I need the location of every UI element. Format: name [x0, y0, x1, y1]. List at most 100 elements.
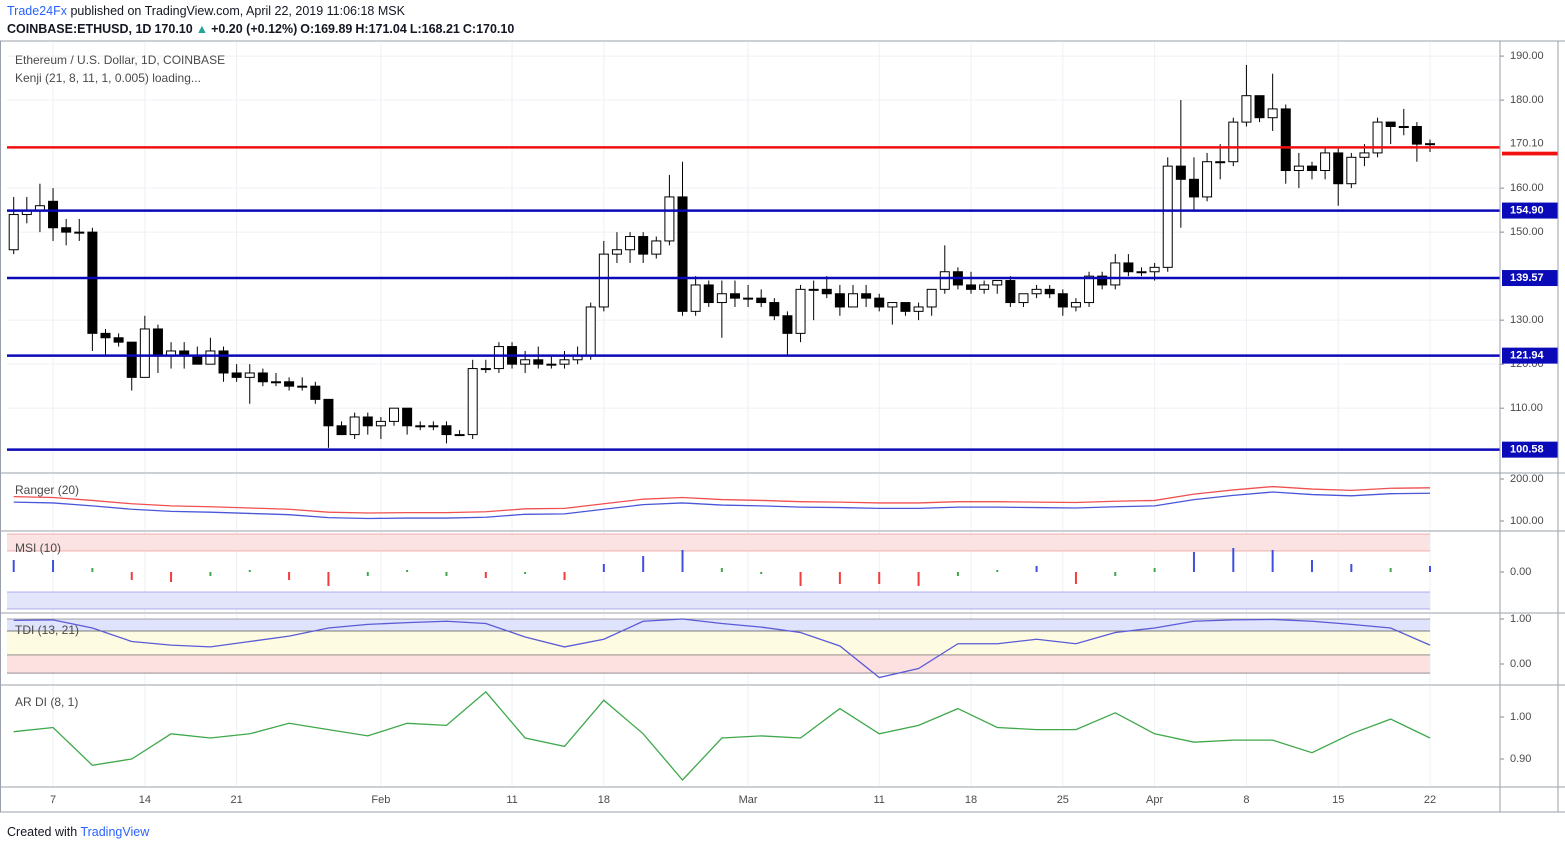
y-tick-label: 180.00: [1510, 94, 1544, 106]
author[interactable]: Trade24Fx: [7, 4, 67, 18]
candle-body: [1044, 288, 1055, 295]
candle-body: [310, 385, 321, 400]
candle-body: [651, 240, 662, 255]
candle-body: [284, 381, 295, 387]
published: published on TradingView.com, April 22, …: [70, 4, 405, 18]
arrow: ▲: [195, 22, 209, 36]
ohlc: O:169.89 H:171.04 L:168.21 C:170.10: [300, 22, 517, 36]
candle-body: [61, 227, 72, 233]
candle-body: [467, 368, 478, 436]
x-tick-label: 7: [50, 794, 56, 806]
candle-body: [559, 359, 570, 365]
candle-body: [1188, 178, 1199, 198]
candle-body: [1267, 108, 1278, 119]
candle-body: [1411, 126, 1422, 145]
candle-body: [218, 350, 229, 374]
candle-body: [729, 293, 740, 299]
candle-body: [152, 328, 163, 356]
candle-body: [585, 306, 596, 356]
symbol: COINBASE:ETHUSD, 1D: [7, 22, 152, 36]
x-tick-label: Apr: [1146, 794, 1163, 806]
candle-body: [1280, 108, 1291, 172]
level-label: 100.58: [1510, 444, 1544, 456]
candle-body: [126, 341, 137, 378]
candle-body: [1228, 121, 1239, 163]
candle-body: [1123, 262, 1134, 273]
x-tick-label: 18: [598, 794, 610, 806]
ohlc-value: 171.04: [368, 22, 407, 36]
candle-body: [821, 288, 832, 295]
x-tick-label: 14: [139, 794, 151, 806]
candle-body: [1057, 293, 1068, 308]
candle-body: [48, 200, 59, 229]
candle-body: [349, 416, 360, 436]
brand[interactable]: TradingView: [80, 825, 150, 839]
indicator-line: [13, 485, 1431, 514]
candle-body: [533, 359, 544, 365]
level-tag: [1502, 270, 1558, 287]
candle-body: [677, 196, 688, 312]
candle-body: [520, 359, 531, 365]
ohlc-key: H:: [355, 22, 369, 36]
candle-body: [375, 420, 386, 427]
candle-body: [992, 280, 1003, 286]
candle-body: [1084, 275, 1095, 304]
candle-body: [808, 288, 819, 291]
indicator-line: [13, 690, 1431, 781]
band: [7, 592, 1431, 609]
candle-body: [1149, 266, 1160, 273]
candle-body: [1005, 280, 1016, 304]
ohlc-value: 170.10: [476, 22, 515, 36]
y-tick-label: 200.00: [1510, 473, 1544, 485]
candle-body: [8, 214, 19, 251]
candle-body: [297, 385, 308, 388]
candle-body: [441, 425, 452, 436]
candle-body: [1320, 152, 1331, 172]
candle-body: [1254, 95, 1265, 119]
candle-body: [1110, 262, 1121, 286]
candle-body: [415, 425, 426, 428]
candle-body: [323, 398, 334, 427]
candle-body: [1425, 143, 1436, 146]
pane-title: Ranger (20): [15, 483, 79, 497]
candle-body: [638, 236, 649, 255]
candle-body: [1162, 165, 1173, 268]
candle-body: [1215, 161, 1226, 164]
created: Created with: [7, 825, 78, 839]
candle-body: [887, 302, 898, 308]
band: [7, 631, 1431, 656]
candle-body: [913, 306, 924, 312]
x-tick-label: Feb: [371, 794, 390, 806]
candle-body: [454, 434, 465, 437]
candle-body: [74, 231, 85, 234]
candle-body: [139, 328, 150, 378]
candle-body: [231, 372, 242, 378]
band: [7, 655, 1431, 674]
y-tick-label: 1.00: [1510, 613, 1531, 625]
candle-body: [939, 271, 950, 290]
y-tick-label: 130.00: [1510, 314, 1544, 326]
candle-body: [782, 315, 793, 334]
candle-body: [598, 253, 609, 308]
candle-body: [756, 297, 767, 304]
publish-line: Trade24Fx published on TradingView.com, …: [7, 4, 408, 18]
candle-body: [87, 231, 98, 334]
level-tag: [1502, 347, 1558, 364]
indicator-line: [13, 491, 1431, 520]
x-tick-label: 15: [1332, 794, 1344, 806]
x-tick-label: 21: [231, 794, 243, 806]
chart-title: Ethereum / U.S. Dollar, 1D, COINBASE: [15, 53, 226, 67]
band: [7, 534, 1431, 551]
candle-body: [847, 293, 858, 308]
candle-body: [1398, 126, 1409, 129]
level-tag: [1502, 202, 1558, 219]
candle-body: [1175, 165, 1186, 180]
y-tick-label: 0.90: [1510, 753, 1531, 765]
footer: Created with TradingView: [7, 825, 149, 839]
x-tick-label: 18: [965, 794, 977, 806]
candle-body: [270, 381, 281, 384]
x-tick-label: 25: [1057, 794, 1069, 806]
y-tick-label: 160.00: [1510, 182, 1544, 194]
candle-body: [703, 284, 714, 304]
